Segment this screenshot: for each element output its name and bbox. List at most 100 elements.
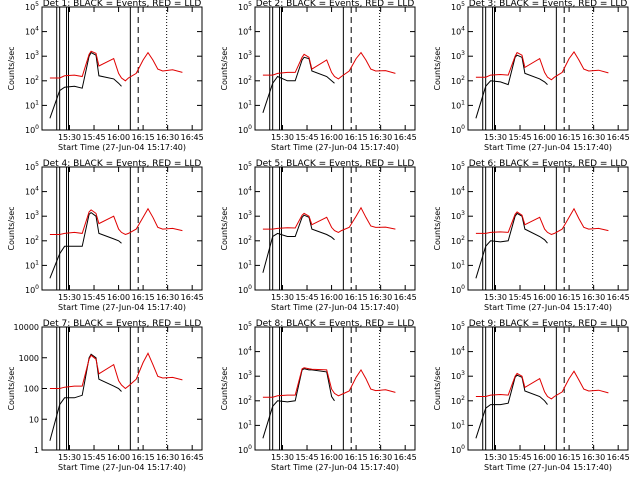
x-tick-label: 16:15 xyxy=(345,293,368,302)
chart-panel: Det 4: BLACK = Events, RED = LLD 100 101 10… xyxy=(7,159,204,312)
x-tick-label: 16:45 xyxy=(181,453,204,462)
x-tick-label: 16:15 xyxy=(132,453,155,462)
y-tick-label: 100 xyxy=(25,284,39,295)
lld-series-line xyxy=(49,207,183,236)
x-tick-label: 15:45 xyxy=(508,293,531,302)
x-axis-label: Start Time (27-Jun-04 15:17:40) xyxy=(58,143,186,152)
y-tick-label: 100 xyxy=(24,385,39,394)
lld-series-line xyxy=(49,50,183,82)
y-tick-label: 101 xyxy=(238,419,252,430)
x-tick-label: 15:45 xyxy=(508,453,531,462)
y-axis-label: Counts/sec xyxy=(433,366,442,410)
x-tick-label: 16:45 xyxy=(394,293,417,302)
y-tick-label: 105 xyxy=(451,321,465,332)
y-tick-label: 105 xyxy=(451,161,465,172)
x-tick-label: 16:00 xyxy=(533,453,556,462)
x-tick-label: 16:15 xyxy=(345,453,368,462)
x-tick-label: 16:45 xyxy=(607,133,630,142)
y-tick-label: 104 xyxy=(25,186,39,197)
x-tick-label: 15:30 xyxy=(484,293,507,302)
events-series-line xyxy=(475,374,548,439)
chart-panel: Det 2: BLACK = Events, RED = LLD 100 101 10… xyxy=(220,0,417,152)
y-tick-label: 103 xyxy=(238,50,252,61)
y-tick-label: 102 xyxy=(451,395,465,406)
y-axis-label: Counts/sec xyxy=(220,366,229,410)
lld-series-line xyxy=(262,367,396,398)
y-tick-label: 101 xyxy=(451,259,465,270)
x-axis-label: Start Time (27-Jun-04 15:17:40) xyxy=(58,463,186,472)
x-tick-label: 16:45 xyxy=(607,453,630,462)
y-axis-label: Counts/sec xyxy=(7,46,16,90)
y-tick-label: 1 xyxy=(34,446,39,455)
y-axis-label: Counts/sec xyxy=(7,366,16,410)
lld-series-line xyxy=(475,370,609,400)
x-tick-label: 15:45 xyxy=(82,453,105,462)
events-series-line xyxy=(475,54,548,119)
plot-frame xyxy=(467,166,629,291)
x-tick-label: 16:45 xyxy=(181,133,204,142)
x-tick-label: 15:45 xyxy=(82,293,105,302)
x-tick-label: 16:30 xyxy=(156,133,179,142)
y-tick-label: 101 xyxy=(451,419,465,430)
plot-frame xyxy=(254,6,416,131)
x-tick-label: 15:30 xyxy=(58,453,81,462)
x-tick-label: 16:15 xyxy=(558,133,581,142)
events-series-line xyxy=(262,368,335,439)
y-tick-label: 105 xyxy=(25,1,39,12)
x-tick-label: 16:15 xyxy=(132,133,155,142)
lld-series-line xyxy=(262,206,396,233)
plot-frame xyxy=(254,166,416,291)
y-tick-label: 100 xyxy=(25,124,39,135)
y-tick-label: 1000 xyxy=(19,354,39,363)
y-tick-label: 101 xyxy=(451,99,465,110)
x-tick-label: 16:00 xyxy=(107,453,130,462)
y-tick-label: 104 xyxy=(25,26,39,37)
x-tick-label: 16:00 xyxy=(107,133,130,142)
chart-title: Det 8: BLACK = Events, RED = LLD xyxy=(256,319,415,329)
y-tick-label: 102 xyxy=(451,75,465,86)
events-series-line xyxy=(475,212,548,279)
x-tick-label: 16:45 xyxy=(181,293,204,302)
y-axis-label: Counts/sec xyxy=(7,206,16,250)
chart-title: Det 9: BLACK = Events, RED = LLD xyxy=(469,319,628,329)
y-tick-label: 100 xyxy=(238,444,252,455)
x-tick-label: 15:45 xyxy=(508,133,531,142)
y-tick-label: 101 xyxy=(238,259,252,270)
y-tick-label: 103 xyxy=(25,210,39,221)
y-tick-label: 105 xyxy=(451,1,465,12)
events-series-line xyxy=(49,353,122,441)
x-tick-label: 16:00 xyxy=(107,293,130,302)
x-tick-label: 15:45 xyxy=(295,293,318,302)
y-tick-label: 101 xyxy=(25,259,39,270)
x-tick-label: 15:45 xyxy=(82,133,105,142)
y-tick-label: 10000 xyxy=(14,323,39,332)
x-tick-label: 16:00 xyxy=(320,133,343,142)
y-tick-label: 102 xyxy=(25,75,39,86)
y-tick-label: 104 xyxy=(238,26,252,37)
chart-panel: Det 1: BLACK = Events, RED = LLD 100 101 10… xyxy=(7,0,204,152)
y-axis-label: Counts/sec xyxy=(433,46,442,90)
y-tick-label: 102 xyxy=(238,75,252,86)
y-tick-label: 103 xyxy=(451,50,465,61)
chart-title: Det 4: BLACK = Events, RED = LLD xyxy=(43,159,202,169)
y-tick-label: 105 xyxy=(238,321,252,332)
plot-frame xyxy=(41,326,203,451)
lld-series-line xyxy=(475,207,609,236)
y-tick-label: 100 xyxy=(238,124,252,135)
chart-title: Det 6: BLACK = Events, RED = LLD xyxy=(469,159,628,169)
events-series-line xyxy=(49,51,122,119)
x-tick-label: 16:30 xyxy=(369,293,392,302)
x-tick-label: 16:15 xyxy=(558,453,581,462)
events-series-line xyxy=(262,214,335,273)
y-tick-label: 103 xyxy=(25,50,39,61)
y-axis-label: Counts/sec xyxy=(220,46,229,90)
x-axis-label: Start Time (27-Jun-04 15:17:40) xyxy=(484,143,612,152)
x-tick-label: 16:00 xyxy=(533,133,556,142)
y-tick-label: 105 xyxy=(25,161,39,172)
y-tick-label: 103 xyxy=(451,210,465,221)
y-tick-label: 104 xyxy=(451,26,465,37)
x-axis-label: Start Time (27-Jun-04 15:17:40) xyxy=(271,463,399,472)
y-tick-label: 102 xyxy=(25,235,39,246)
y-tick-label: 10 xyxy=(29,415,39,424)
